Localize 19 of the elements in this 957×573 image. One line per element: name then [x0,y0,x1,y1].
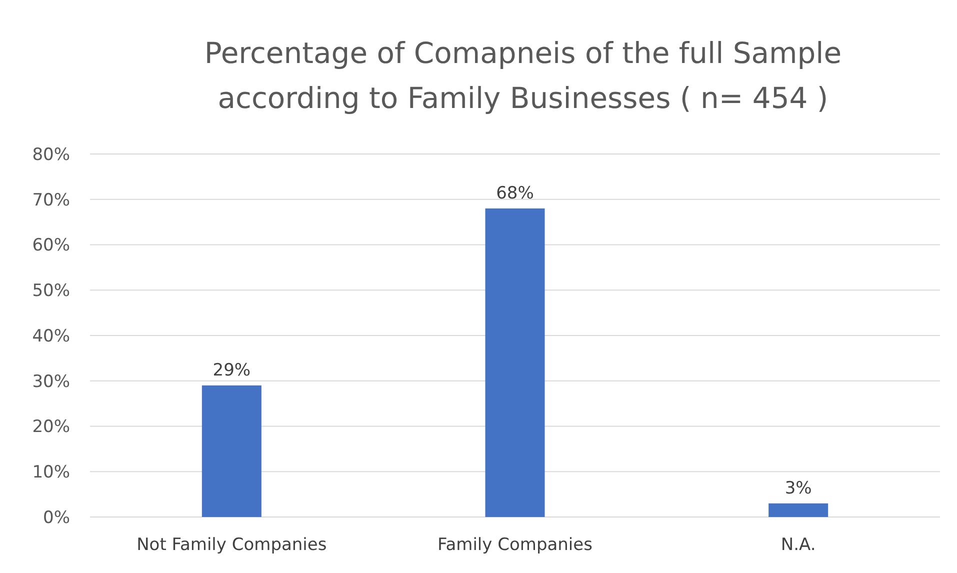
x-tick-label: Not Family Companies [136,535,327,555]
y-tick-label: 30% [32,372,70,392]
bar [485,208,545,517]
y-tick-label: 60% [32,236,70,256]
bar [768,503,828,517]
x-tick-label: N.A. [780,535,816,555]
y-tick-label: 10% [32,462,70,483]
data-label: 29% [212,360,251,380]
y-tick-label: 80% [32,144,70,165]
x-tick-label: Family Companies [438,535,593,555]
y-tick-label: 0% [43,508,70,528]
y-tick-label: 70% [32,190,70,210]
y-tick-label: 20% [32,417,70,438]
chart-title: Percentage of Comapneis of the full Sample according to Family Businesses ( n= 454 ) [204,36,842,115]
y-tick-label: 50% [32,281,70,302]
bar [202,385,262,517]
data-label: 3% [784,478,812,498]
data-label: 68% [496,183,534,204]
y-tick-label: 40% [32,326,70,346]
